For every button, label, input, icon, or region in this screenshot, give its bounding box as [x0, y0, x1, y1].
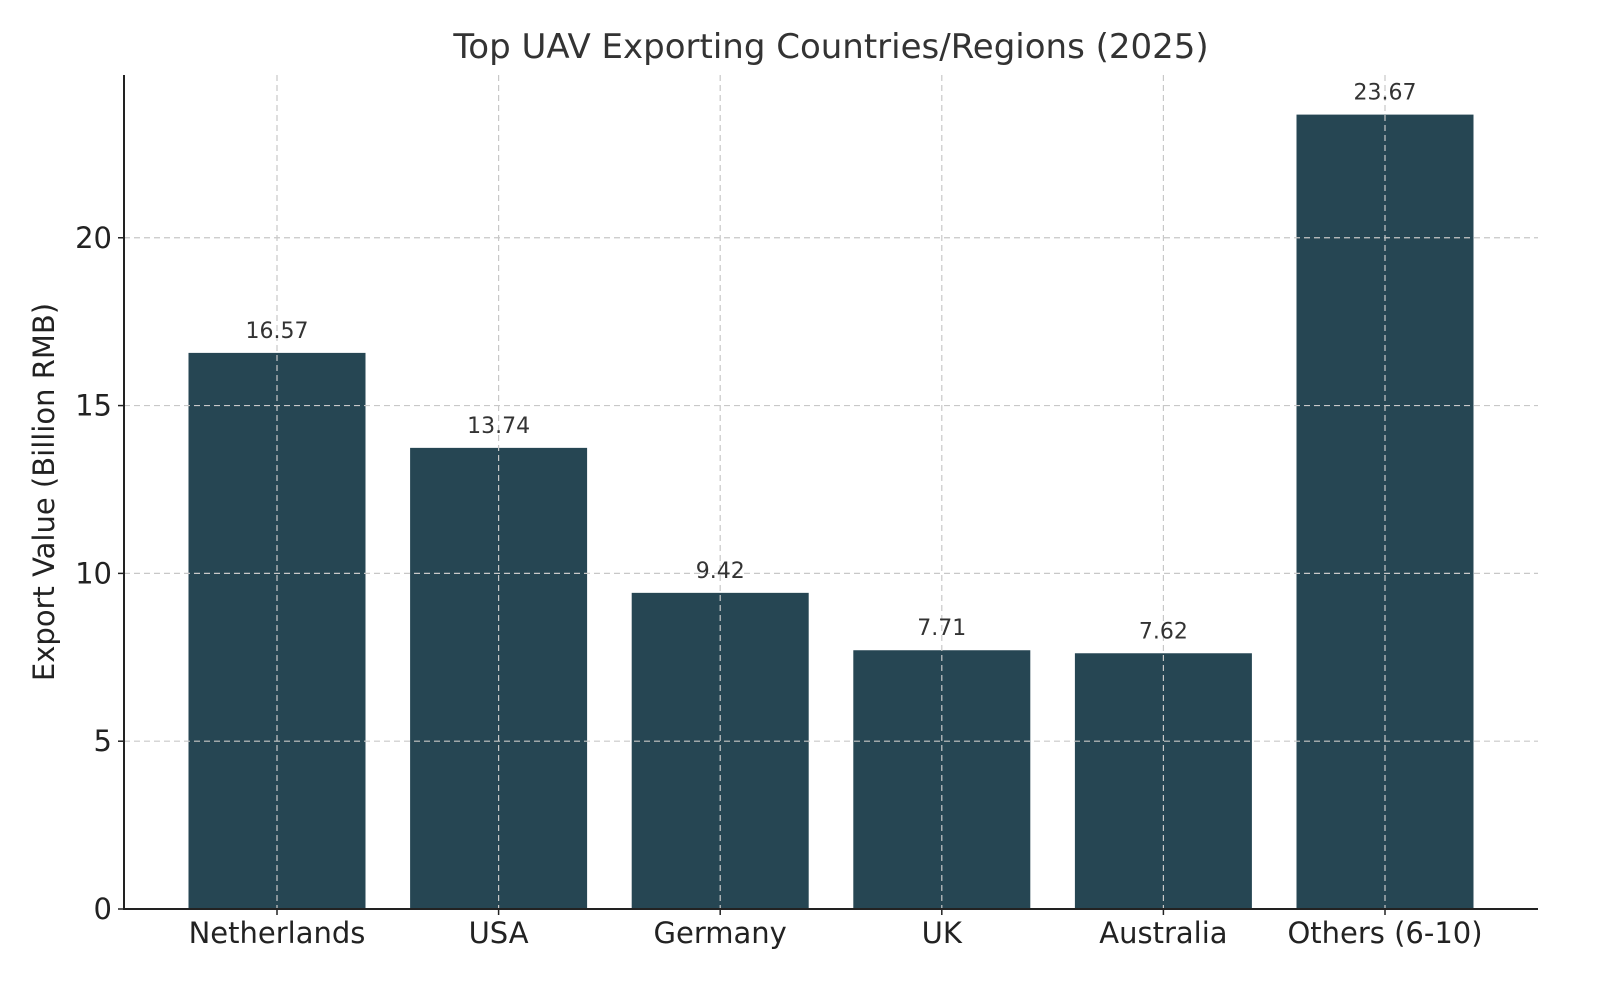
x-tick-label: Australia: [1099, 916, 1227, 950]
bars-group: [188, 114, 1474, 909]
x-tick-label: Netherlands: [189, 916, 366, 950]
x-tick-label: UK: [922, 916, 963, 950]
chart-title: Top UAV Exporting Countries/Regions (202…: [452, 27, 1208, 67]
y-tick-label: 5: [94, 724, 112, 758]
data-label: 13.74: [467, 414, 530, 439]
y-tick-label: 20: [75, 221, 112, 255]
data-label: 9.42: [696, 559, 745, 584]
y-tick-label: 10: [75, 556, 112, 590]
labels-group: 16.57 Netherlands 13.74 USA 9.42 Germany 7.71 U…: [75, 81, 1482, 950]
grid-group: [124, 75, 1538, 909]
data-label: 23.67: [1354, 81, 1417, 106]
data-label: 16.57: [246, 319, 309, 344]
x-tick-label: Germany: [654, 916, 787, 950]
y-tick-label: 15: [75, 389, 112, 423]
y-tick-label: 0: [94, 892, 112, 926]
x-tick-label: USA: [469, 916, 529, 950]
x-tick-label: Others (6-10): [1287, 916, 1482, 950]
data-label: 7.71: [917, 616, 966, 641]
data-label: 7.62: [1139, 619, 1188, 644]
y-axis-label: Export Value (Billion RMB): [27, 303, 61, 681]
